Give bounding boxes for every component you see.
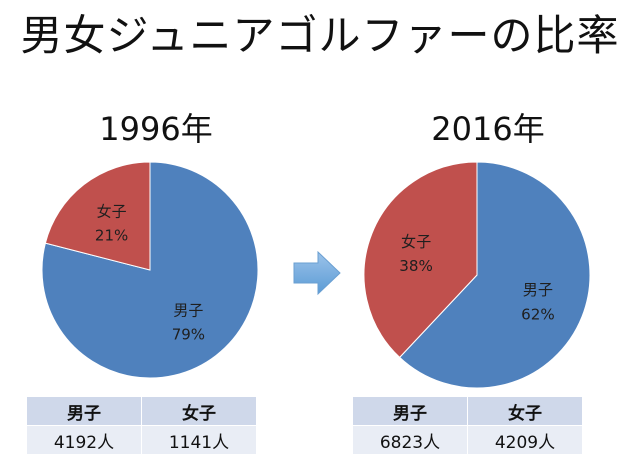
right-arrow-icon xyxy=(293,250,341,296)
pie-chart-1996: 男子 79% 女子 21% xyxy=(41,161,259,379)
slice-percent-boys: 79% xyxy=(172,325,205,343)
table-header-girls: 女子 xyxy=(467,396,583,426)
table-header-boys: 男子 xyxy=(352,396,468,426)
pie-slice-boys xyxy=(398,161,591,389)
page-title: 男女ジュニアゴルファーの比率 xyxy=(20,11,620,60)
count-table-2016: 男子 女子 6823人 4209人 xyxy=(352,396,583,455)
table-value-girls: 1141人 xyxy=(141,425,257,455)
slice-label-girls: 女子 xyxy=(97,203,127,221)
slice-percent-girls: 38% xyxy=(399,257,433,275)
pie-chart-2016: 男子 62% 女子 38% xyxy=(363,161,591,389)
slice-label-girls: 女子 xyxy=(401,233,431,251)
chart-title-1996: 1996年 xyxy=(99,110,213,148)
chart-title-2016: 2016年 xyxy=(431,110,545,148)
table-value-boys: 6823人 xyxy=(352,425,468,455)
pie-slice-girls xyxy=(363,161,478,359)
count-table-1996: 男子 女子 4192人 1141人 xyxy=(26,396,257,455)
slice-label-boys: 男子 xyxy=(173,301,203,319)
pie-slice-girls xyxy=(44,161,151,271)
slice-label-boys: 男子 xyxy=(523,281,553,299)
pie-slice-boys xyxy=(41,161,259,379)
table-value-boys: 4192人 xyxy=(26,425,142,455)
table-header-boys: 男子 xyxy=(26,396,142,426)
table-value-girls: 4209人 xyxy=(467,425,583,455)
slice-percent-girls: 21% xyxy=(95,227,128,245)
table-header-girls: 女子 xyxy=(141,396,257,426)
slice-percent-boys: 62% xyxy=(521,305,555,323)
